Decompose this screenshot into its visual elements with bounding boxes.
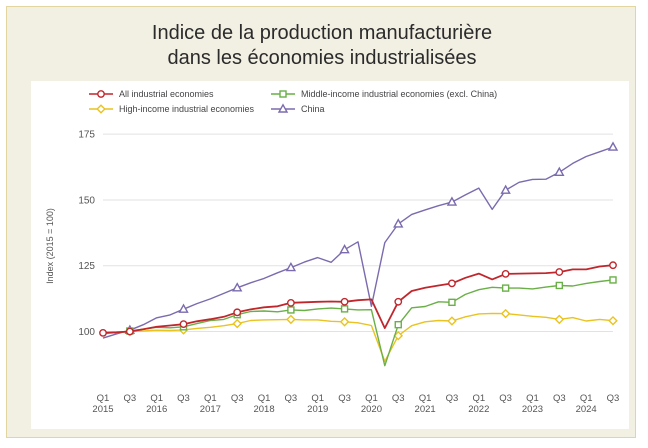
legend-label: High-income industrial economies	[119, 104, 255, 114]
legend-label: Middle-income industrial economies (excl…	[301, 89, 497, 99]
legend-label: China	[301, 104, 325, 114]
data-point-triangle	[178, 303, 189, 313]
x-tick-label: Q3	[607, 393, 620, 404]
data-point-circle	[609, 261, 617, 270]
series-diamond	[102, 308, 618, 362]
data-point-square	[279, 90, 287, 98]
chart-title-line-1: Indice de la production manufacturière	[151, 22, 493, 44]
data-point-diamond	[286, 314, 296, 325]
data-point-triangle	[339, 244, 350, 254]
data-point-diamond	[500, 308, 511, 319]
x-tick-year: 2024	[576, 404, 597, 415]
legend-item: China	[271, 103, 325, 114]
y-tick-label: 125	[78, 261, 95, 272]
y-axis-label: Index (2015 = 100)	[45, 208, 55, 284]
x-tick-label: Q3	[392, 393, 405, 404]
data-point-circle	[99, 328, 107, 337]
data-point-circle	[286, 298, 295, 307]
data-point-square	[287, 306, 295, 314]
x-tick-year: 2019	[307, 404, 328, 415]
data-point-triangle	[285, 261, 297, 272]
x-tick-label: Q1	[258, 393, 271, 404]
data-point-diamond	[554, 314, 565, 325]
data-point-circle	[125, 327, 134, 336]
data-point-square	[448, 298, 456, 307]
data-point-circle	[448, 279, 456, 288]
x-tick-label: Q1	[472, 393, 485, 404]
series-line	[102, 264, 614, 334]
x-tick-label: Q1	[526, 393, 539, 404]
x-tick-year: 2020	[361, 404, 382, 415]
data-point-square	[555, 281, 564, 290]
data-point-diamond	[447, 316, 457, 326]
data-point-circle	[555, 268, 564, 276]
x-tick-label: Q1	[97, 393, 110, 404]
x-tick-label: Q3	[123, 393, 136, 404]
x-tick-label: Q1	[365, 393, 378, 404]
x-tick-year: 2017	[200, 404, 221, 415]
x-tick-label: Q3	[285, 393, 298, 404]
data-point-triangle	[232, 282, 243, 292]
data-point-triangle	[607, 141, 619, 151]
x-tick-label: Q3	[177, 393, 190, 404]
data-point-circle	[97, 90, 105, 98]
data-point-triangle	[277, 103, 289, 113]
series-line	[102, 146, 614, 339]
data-point-square	[340, 305, 349, 313]
data-point-diamond	[608, 315, 618, 326]
data-point-diamond	[339, 316, 350, 327]
x-tick-label: Q3	[499, 393, 512, 404]
series-triangle	[102, 141, 619, 339]
data-point-circle	[233, 308, 242, 317]
y-tick-label: 175	[78, 130, 95, 141]
x-tick-label: Q1	[150, 393, 163, 404]
data-point-diamond	[232, 318, 243, 329]
data-point-triangle	[446, 196, 458, 206]
data-point-circle	[394, 297, 403, 306]
data-point-square	[609, 276, 617, 284]
series-line	[102, 279, 614, 367]
data-point-square	[394, 320, 402, 329]
x-tick-year: 2016	[146, 404, 167, 415]
legend: All industrial economies Middle-income in…	[89, 89, 497, 114]
x-tick-label: Q3	[446, 393, 459, 404]
legend-item: Middle-income industrial economies (excl…	[271, 89, 497, 99]
chart-title-line-2: dans les économies industrialisées	[167, 47, 477, 69]
chart-card: Indice de la production manufacturière d…	[6, 6, 636, 438]
x-tick-label: Q1	[419, 393, 432, 404]
legend-item: High-income industrial economies	[89, 104, 255, 114]
x-tick-year: 2022	[468, 404, 489, 415]
y-tick-label: 100	[78, 327, 95, 338]
data-point-square	[501, 284, 510, 292]
x-tick-year: 2021	[415, 404, 436, 415]
series-square	[102, 276, 617, 367]
x-tick-year: 2018	[253, 404, 274, 415]
chart-panel: 100 125 150 175 Q1 2015 Q3 Q1 2016 Q3 Q1 2017 Q3 Q1 20…	[31, 81, 629, 429]
series-line	[102, 312, 614, 362]
chart-title: Indice de la production manufacturière d…	[7, 21, 637, 71]
x-tick-year: 2015	[92, 404, 113, 415]
x-tick-label: Q1	[580, 393, 593, 404]
x-tick-label: Q1	[311, 393, 324, 404]
data-point-circle	[501, 269, 510, 278]
x-tick-year: 2023	[522, 404, 543, 415]
data-point-circle	[340, 297, 349, 306]
x-tick-label: Q1	[204, 393, 217, 404]
x-tick-label: Q3	[338, 393, 351, 404]
series-group	[99, 141, 619, 367]
legend-item: All industrial economies	[89, 89, 214, 99]
x-tick-label: Q3	[553, 393, 566, 404]
grid-lines	[103, 133, 613, 333]
legend-label: All industrial economies	[119, 89, 214, 99]
data-point-triangle	[554, 166, 565, 177]
y-tick-label: 150	[78, 195, 95, 206]
data-point-triangle	[393, 218, 404, 228]
x-tick-label: Q3	[231, 393, 244, 404]
data-point-circle	[179, 320, 188, 329]
data-point-diamond	[96, 104, 106, 114]
data-point-triangle	[500, 184, 511, 194]
series-circle	[99, 261, 617, 337]
